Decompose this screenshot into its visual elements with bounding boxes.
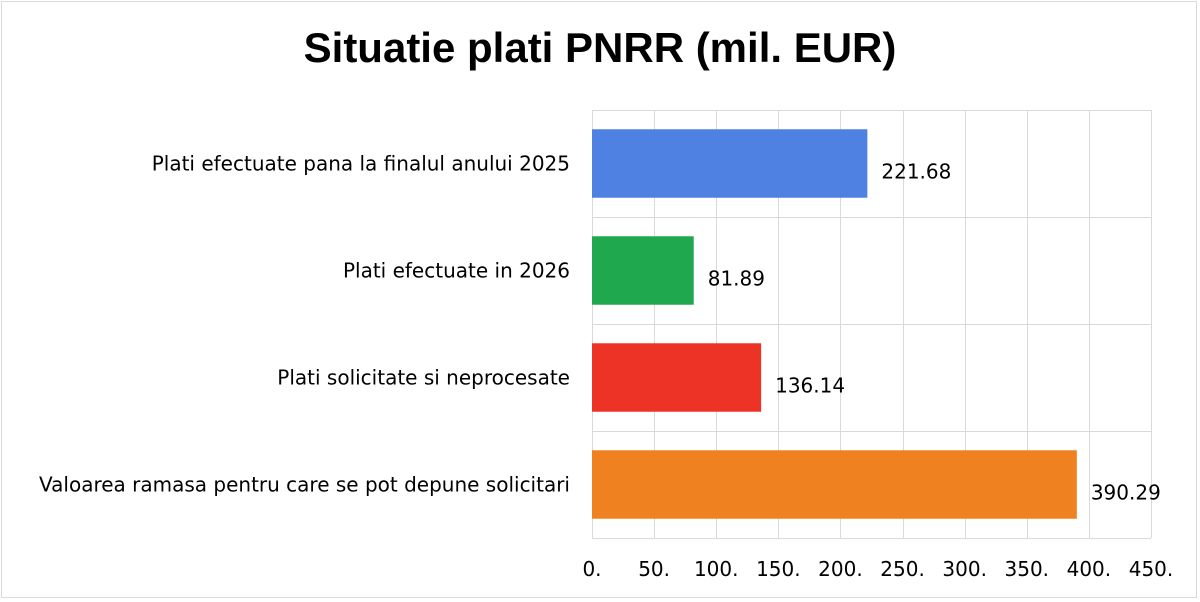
- x-tick-label: 350.: [1005, 557, 1050, 581]
- data-label: 136.14: [775, 374, 845, 398]
- data-label: 81.89: [708, 267, 765, 291]
- bar: [592, 129, 868, 198]
- x-tick-label: 300.: [942, 557, 987, 581]
- x-tick-label: 50.: [638, 557, 670, 581]
- x-tick-label: 100.: [694, 557, 739, 581]
- bar: [592, 450, 1077, 519]
- x-tick-label: 150.: [756, 557, 801, 581]
- category-label: Plati solicitate si neprocesate: [277, 366, 570, 390]
- data-label: 221.68: [881, 160, 951, 184]
- x-tick-label: 250.: [880, 557, 925, 581]
- category-label: Valoarea ramasa pentru care se pot depun…: [39, 473, 570, 497]
- category-label: Plati efectuate in 2026: [343, 259, 570, 283]
- category-label: Plati efectuate pana la finalul anului 2…: [152, 152, 570, 176]
- x-tick-label: 0.: [582, 557, 601, 581]
- chart-title: Situatie plati PNRR (mil. EUR): [303, 24, 897, 71]
- x-tick-label: 200.: [818, 557, 863, 581]
- data-label: 390.29: [1091, 481, 1161, 505]
- bar: [592, 343, 762, 412]
- x-tick-label: 400.: [1067, 557, 1112, 581]
- bar: [592, 236, 694, 305]
- x-tick-label: 450.: [1129, 557, 1174, 581]
